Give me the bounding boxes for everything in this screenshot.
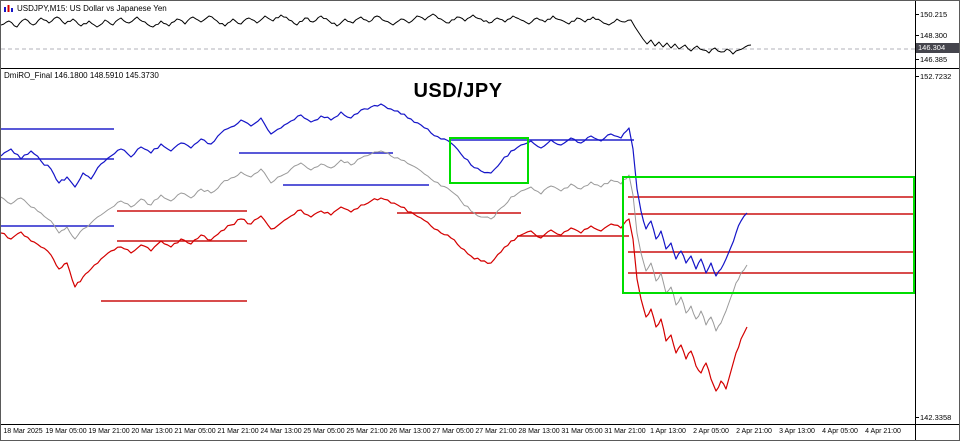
price-axis-label: 150.215 [915,10,948,19]
price-axis-label: 152.7232 [915,72,952,81]
price-chart-panel[interactable]: USDJPY,M15: US Dollar vs Japanese Yen [1,1,915,69]
indicator-label: DmiRO_Final 146.1800 148.5910 145.3730 [4,71,159,80]
time-axis[interactable]: 18 Mar 2025 19 Mar 05:00 19 Mar 21:00 20 Ma… [1,424,915,440]
time-axis-label: 20 Mar 13:00 [131,428,173,435]
time-axis-label: 27 Mar 05:00 [432,428,474,435]
time-axis-label: 21 Mar 21:00 [217,428,259,435]
bar-chart-icon [4,5,13,12]
time-axis-label: 4 Apr 21:00 [865,428,901,435]
chart-title: USDJPY,M15: US Dollar vs Japanese Yen [17,4,167,13]
time-axis-label: 25 Mar 05:00 [303,428,345,435]
time-axis-label: 21 Mar 05:00 [174,428,216,435]
time-axis-label: 31 Mar 05:00 [561,428,603,435]
current-price-badge: 146.304 [916,43,959,53]
price-axis-label: 146.385 [915,55,948,64]
indicator-subwindow[interactable]: DmiRO_Final 146.1800 148.5910 145.3730 U… [1,69,915,424]
price-axis-label: 148.300 [915,31,948,40]
time-axis-label: 2 Apr 05:00 [693,428,729,435]
time-axis-label: 19 Mar 05:00 [45,428,87,435]
price-axis[interactable]: 150.215 148.300 146.385 152.7232 142.3358 146… [915,1,959,440]
symbol-watermark: USD/JPY [413,80,503,102]
time-axis-label: 26 Mar 13:00 [389,428,431,435]
time-axis-label: 28 Mar 13:00 [518,428,560,435]
time-axis-label: 27 Mar 21:00 [475,428,517,435]
time-axis-label: 4 Apr 05:00 [822,428,858,435]
time-axis-label: 18 Mar 2025 [3,428,43,435]
time-axis-label: 25 Mar 21:00 [346,428,388,435]
chart-title-bar: USDJPY,M15: US Dollar vs Japanese Yen [4,4,167,13]
time-axis-label: 19 Mar 21:00 [88,428,130,435]
time-axis-label: 2 Apr 21:00 [736,428,772,435]
time-axis-label: 24 Mar 13:00 [260,428,302,435]
price-axis-label: 142.3358 [915,413,952,422]
time-axis-label: 3 Apr 13:00 [779,428,815,435]
time-axis-label: 31 Mar 21:00 [604,428,646,435]
time-axis-label: 1 Apr 13:00 [650,428,686,435]
